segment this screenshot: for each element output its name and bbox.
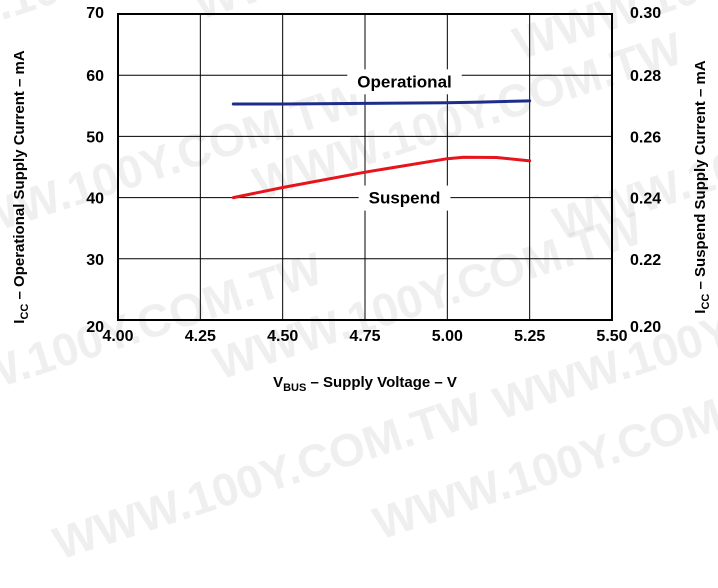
y-right-tick-labels: 0.20 0.22 0.24 0.26 0.28 0.30: [630, 5, 661, 336]
y-right-tick-label: 0.22: [630, 252, 661, 269]
y-right-tick-label: 0.20: [630, 319, 661, 336]
y-right-tick-label: 0.28: [630, 68, 661, 85]
annotations: Operational Suspend: [347, 69, 462, 211]
x-tick-label: 4.75: [349, 328, 380, 345]
x-tick-label: 5.50: [596, 328, 627, 345]
y-left-tick-label: 70: [86, 5, 104, 22]
watermark-text: WWW.100Y.COM.TW: [47, 382, 489, 570]
annotation-background: [347, 69, 462, 95]
annotation-label: Suspend: [369, 189, 441, 208]
series-line-operational: [231, 99, 532, 106]
y-left-tick-label: 40: [86, 191, 104, 208]
y-right-tick-label: 0.30: [630, 5, 661, 22]
x-axis-title: VBUS – Supply Voltage – V: [273, 374, 457, 394]
y-right-tick-label: 0.26: [630, 129, 661, 146]
x-tick-label: 5.00: [432, 328, 463, 345]
y-left-tick-labels: 20 30 40 50 60 70: [86, 5, 104, 336]
y-left-axis-title: ICC – Operational Supply Current – mA: [11, 50, 31, 324]
y-right-tick-label: 0.24: [630, 191, 661, 208]
y-left-tick-label: 60: [86, 68, 104, 85]
watermark-text: WWW.100Y.COM.TW: [0, 0, 309, 70]
y-left-tick-label: 30: [86, 252, 104, 269]
y-right-axis-title: ICC – Suspend Supply Current – mA: [692, 60, 712, 314]
annotation-label: Operational: [357, 72, 451, 91]
series: [231, 99, 532, 200]
annotation-background: [358, 185, 451, 211]
plot-frame: [117, 13, 613, 321]
x-tick-labels: 4.00 4.25 4.50 4.75 5.00 5.25 5.50: [102, 328, 627, 345]
x-tick-label: 4.50: [267, 328, 298, 345]
x-tick-label: 4.25: [185, 328, 216, 345]
x-tick-label: 5.25: [514, 328, 545, 345]
series-line-suspend: [231, 155, 532, 200]
y-left-tick-label: 50: [86, 129, 104, 146]
y-left-tick-label: 20: [86, 319, 104, 336]
x-tick-label: 4.00: [102, 328, 133, 345]
